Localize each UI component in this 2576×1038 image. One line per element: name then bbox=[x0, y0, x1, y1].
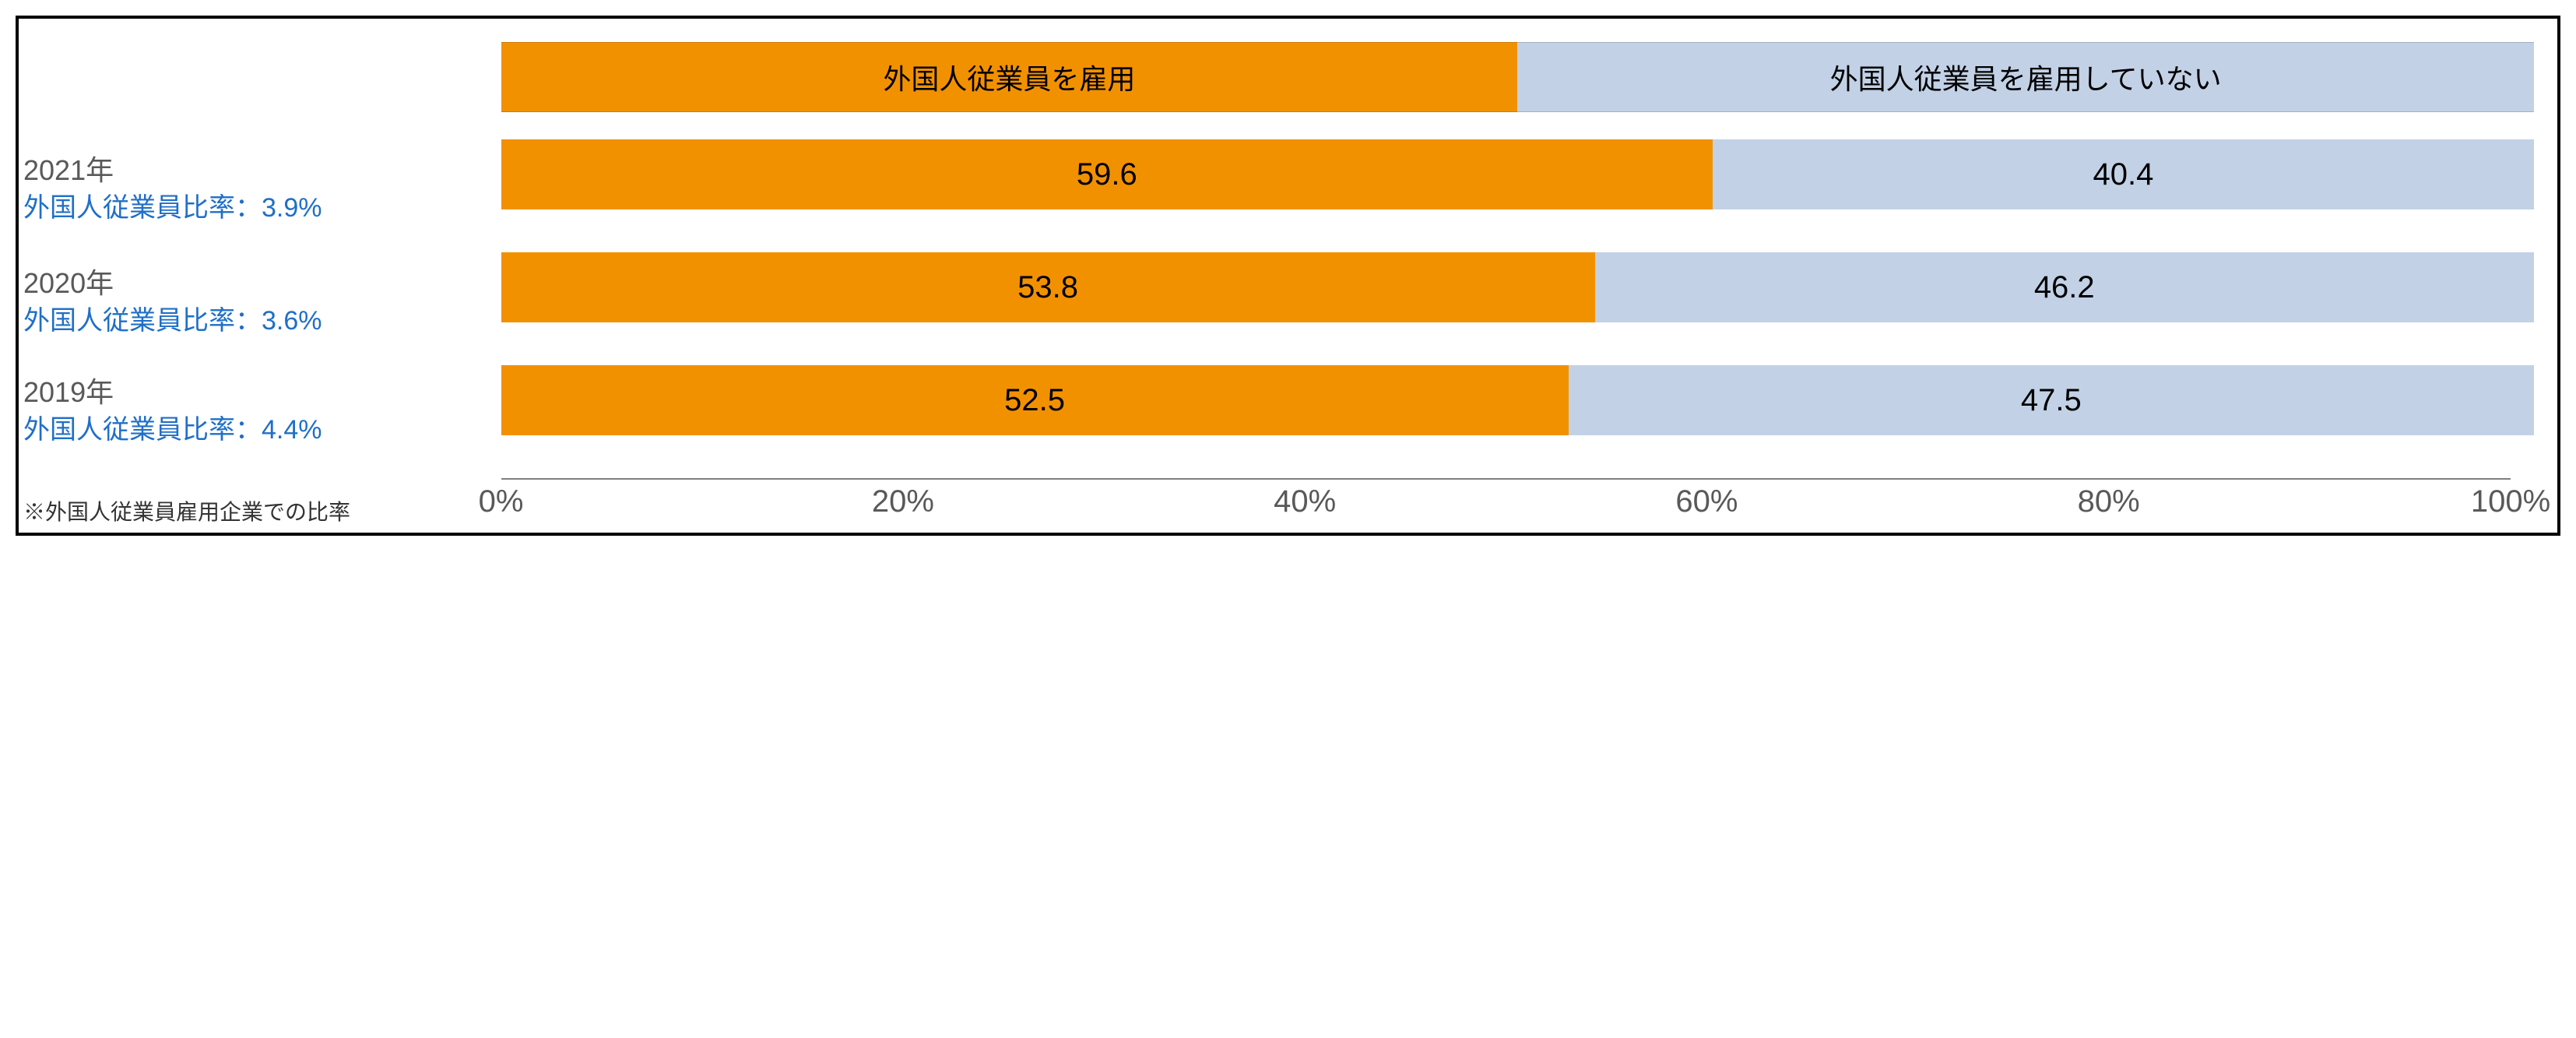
bars-area: 外国人従業員を雇用 外国人従業員を雇用していない 59.6 40.4 53.8 … bbox=[501, 19, 2557, 533]
tick-1: 20% bbox=[872, 484, 934, 519]
bar-row-2: 52.5 47.5 bbox=[501, 365, 2534, 435]
bar-2-not-employed: 47.5 bbox=[1569, 365, 2534, 435]
year-label-1: 2020年 bbox=[23, 264, 322, 303]
legend-not-employed: 外国人従業員を雇用していない bbox=[1517, 42, 2534, 112]
ratio-label-2: 外国人従業員比率：4.4% bbox=[23, 412, 322, 449]
tick-0: 0% bbox=[479, 484, 524, 519]
ratio-label-1: 外国人従業員比率：3.6% bbox=[23, 303, 322, 340]
bar-1-employed: 53.8 bbox=[501, 252, 1595, 322]
year-label-0: 2021年 bbox=[23, 151, 322, 190]
bar-2-employed: 52.5 bbox=[501, 365, 1569, 435]
left-labels-column: 2021年 外国人従業員比率：3.9% 2020年 外国人従業員比率：3.6% … bbox=[19, 19, 501, 533]
bar-0-not-employed: 40.4 bbox=[1713, 139, 2534, 209]
legend-employed: 外国人従業員を雇用 bbox=[501, 42, 1518, 112]
bar-row-0: 59.6 40.4 bbox=[501, 139, 2534, 209]
footnote: ※外国人従業員雇用企業での比率 bbox=[23, 495, 350, 526]
chart-inner: 2021年 外国人従業員比率：3.9% 2020年 外国人従業員比率：3.6% … bbox=[19, 19, 2557, 533]
tick-5: 100% bbox=[2471, 484, 2550, 519]
x-axis: 0% 20% 40% 60% 80% 100% bbox=[501, 478, 2511, 533]
row-label-0: 2021年 外国人従業員比率：3.9% bbox=[23, 151, 322, 227]
chart-container: 2021年 外国人従業員比率：3.9% 2020年 外国人従業員比率：3.6% … bbox=[16, 16, 2560, 536]
legend-row: 外国人従業員を雇用 外国人従業員を雇用していない bbox=[501, 42, 2534, 112]
tick-4: 80% bbox=[2078, 484, 2140, 519]
bar-row-1: 53.8 46.2 bbox=[501, 252, 2534, 322]
bar-1-not-employed: 46.2 bbox=[1595, 252, 2534, 322]
year-label-2: 2019年 bbox=[23, 373, 322, 412]
row-label-1: 2020年 外国人従業員比率：3.6% bbox=[23, 264, 322, 340]
ratio-label-0: 外国人従業員比率：3.9% bbox=[23, 190, 322, 227]
row-label-2: 2019年 外国人従業員比率：4.4% bbox=[23, 373, 322, 449]
tick-3: 60% bbox=[1675, 484, 1738, 519]
bar-0-employed: 59.6 bbox=[501, 139, 1713, 209]
tick-2: 40% bbox=[1274, 484, 1336, 519]
